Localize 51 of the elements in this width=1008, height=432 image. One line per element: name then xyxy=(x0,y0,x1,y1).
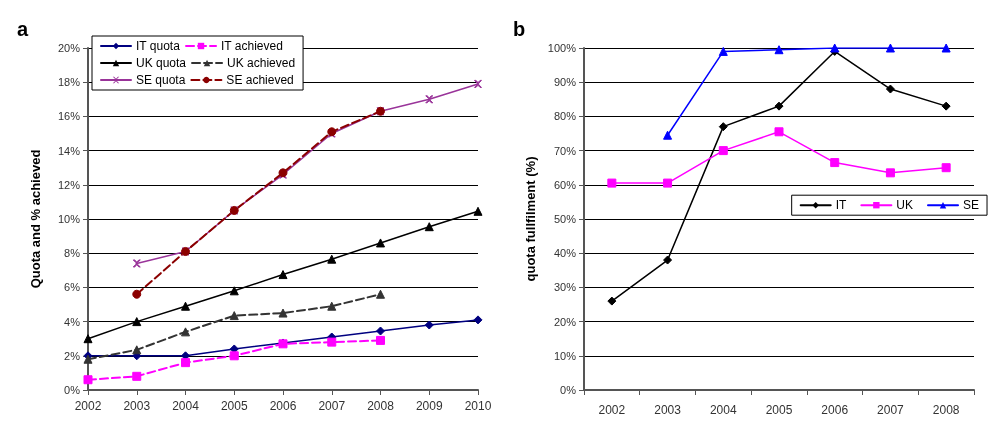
y-tick-label: 40% xyxy=(553,247,577,260)
y-tick-label: 0% xyxy=(560,384,577,396)
legend-label: UK achieved xyxy=(227,56,296,70)
x-tick-label: 2005 xyxy=(765,403,793,417)
x-tick-label: 2010 xyxy=(464,399,492,413)
y-tick-label: 16% xyxy=(57,110,81,123)
y-tick-label: 50% xyxy=(553,213,577,225)
chart-title: a xyxy=(17,18,29,40)
y-axis-title: quota fullfilment (%) xyxy=(522,156,538,282)
y-tick-label: 90% xyxy=(553,76,577,89)
y-axis-title: Quota and % achieved xyxy=(28,149,43,289)
legend-label: UK quota xyxy=(136,56,187,70)
chart-title: b xyxy=(513,18,526,40)
legend-label: IT xyxy=(835,198,848,213)
x-tick-label: 2003 xyxy=(123,399,151,413)
y-tick-label: 80% xyxy=(553,110,577,123)
x-tick-label: 2006 xyxy=(269,399,297,413)
x-tick-label: 2009 xyxy=(415,399,443,413)
legend-label: SE quota xyxy=(136,73,186,87)
y-tick-label: 30% xyxy=(553,281,577,294)
legend-label: UK xyxy=(896,198,914,213)
legend-label: IT achieved xyxy=(221,39,283,53)
y-tick-label: 0% xyxy=(64,384,81,396)
x-tick-label: 2007 xyxy=(877,403,905,417)
y-tick-label: 14% xyxy=(57,144,81,157)
y-tick-label: 6% xyxy=(64,281,81,294)
x-tick-label: 2008 xyxy=(367,399,395,413)
y-tick-label: 18% xyxy=(57,76,81,89)
y-tick-label: 10% xyxy=(553,349,577,362)
legend-label: SE xyxy=(963,198,980,213)
y-tick-label: 8% xyxy=(64,247,81,260)
y-tick-label: 70% xyxy=(553,144,577,157)
legend-label: SE achieved xyxy=(226,73,294,87)
x-tick-label: 2005 xyxy=(220,399,248,413)
x-tick-label: 2007 xyxy=(318,399,346,413)
y-tick-label: 20% xyxy=(57,42,81,54)
y-tick-label: 4% xyxy=(64,315,81,328)
y-tick-label: 100% xyxy=(547,42,577,54)
y-tick-label: 2% xyxy=(64,349,81,362)
y-tick-label: 20% xyxy=(553,315,577,328)
x-tick-label: 2004 xyxy=(172,399,200,413)
y-tick-label: 60% xyxy=(553,178,577,191)
x-tick-label: 2004 xyxy=(709,403,737,417)
x-tick-label: 2006 xyxy=(821,403,849,417)
x-tick-label: 2008 xyxy=(932,403,960,417)
x-tick-label: 2003 xyxy=(654,403,682,417)
y-tick-label: 12% xyxy=(57,178,81,191)
legend-label: IT quota xyxy=(136,39,181,53)
x-tick-label: 2002 xyxy=(74,399,102,413)
y-tick-label: 10% xyxy=(57,213,81,225)
x-tick-label: 2002 xyxy=(598,403,626,417)
